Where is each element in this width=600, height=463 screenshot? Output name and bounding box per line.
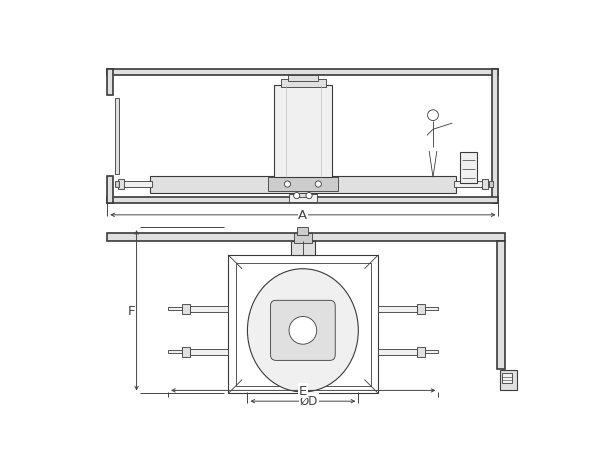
Bar <box>107 234 505 242</box>
Bar <box>379 349 417 355</box>
Bar <box>281 80 326 88</box>
Text: E: E <box>299 384 307 397</box>
Bar <box>417 305 425 314</box>
Bar <box>489 181 493 188</box>
Bar <box>288 76 318 81</box>
Bar <box>460 153 477 184</box>
Bar <box>190 306 228 312</box>
Bar <box>290 242 315 255</box>
Bar <box>107 177 113 204</box>
Bar <box>425 350 439 354</box>
Bar <box>497 242 505 369</box>
Bar <box>182 305 190 314</box>
Circle shape <box>293 193 300 199</box>
Circle shape <box>315 181 322 188</box>
Bar <box>182 348 190 357</box>
Text: F: F <box>127 304 135 317</box>
FancyBboxPatch shape <box>271 300 335 361</box>
Bar <box>115 99 119 175</box>
Bar <box>482 180 488 189</box>
Bar <box>454 181 485 188</box>
Bar <box>500 370 517 390</box>
Circle shape <box>289 317 317 344</box>
Bar <box>115 181 119 188</box>
Bar <box>113 75 493 198</box>
Bar <box>118 180 124 189</box>
Bar <box>107 198 499 204</box>
Bar <box>268 178 338 192</box>
Bar <box>298 228 308 235</box>
Bar <box>417 348 425 357</box>
Bar <box>425 307 439 311</box>
Text: ØD: ØD <box>300 394 318 407</box>
Circle shape <box>284 181 290 188</box>
Ellipse shape <box>247 269 358 392</box>
Bar <box>190 349 228 355</box>
Bar <box>107 69 499 75</box>
Bar <box>289 194 317 202</box>
Bar <box>502 373 512 384</box>
Bar <box>293 234 312 243</box>
Text: A: A <box>298 209 307 222</box>
Bar <box>168 350 182 354</box>
Bar <box>295 193 311 198</box>
Bar <box>493 69 499 204</box>
Bar <box>228 255 379 394</box>
Bar <box>121 181 152 188</box>
Circle shape <box>306 193 312 199</box>
Bar <box>379 306 417 312</box>
Bar <box>274 86 332 178</box>
Bar <box>236 263 371 386</box>
Bar <box>149 176 456 193</box>
Bar <box>168 307 182 311</box>
Bar <box>107 69 113 96</box>
